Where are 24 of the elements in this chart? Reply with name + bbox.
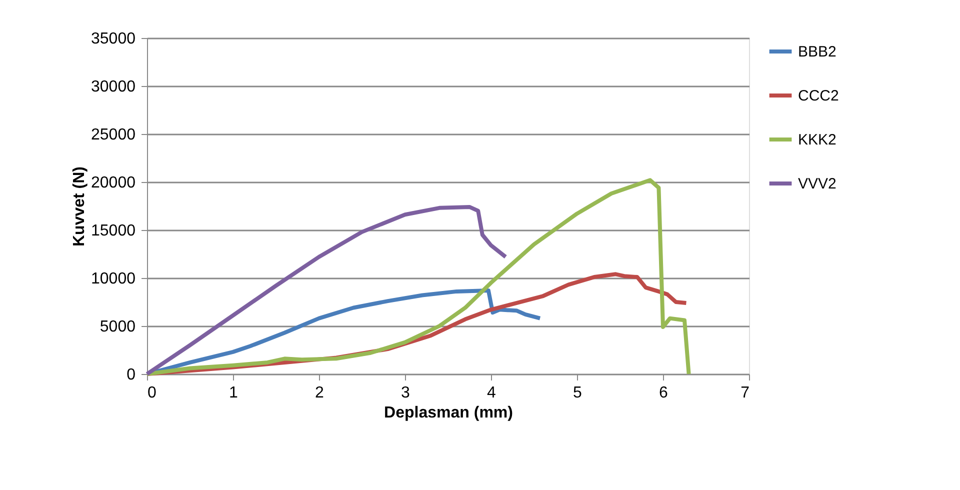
x-tick-label: 0: [148, 384, 156, 402]
y-tick-label: 5000: [100, 318, 136, 336]
x-tick-label: 5: [573, 384, 582, 402]
y-tick-label: 15000: [91, 222, 136, 240]
legend-label: KKK2: [798, 132, 836, 148]
y-tick-label: 0: [126, 366, 136, 384]
y-tick-label: 20000: [91, 174, 136, 192]
y-tick-label: 10000: [91, 270, 136, 288]
y-tick-label: 35000: [91, 30, 136, 48]
x-tick-label: 6: [659, 384, 668, 402]
y-axis-title: Kuvvet (N): [71, 166, 88, 247]
legend-label: CCC2: [798, 88, 839, 104]
line-series: [145, 204, 508, 376]
x-tick-label: 2: [315, 384, 324, 402]
x-axis-title: Deplasman (mm): [384, 404, 513, 422]
x-tick-label: 1: [229, 384, 238, 402]
x-tick-label: 7: [740, 384, 750, 402]
y-tick-label: 25000: [91, 126, 136, 144]
x-tick-label: 4: [487, 384, 496, 402]
x-tick-label: 3: [401, 384, 410, 402]
y-tick-label: 30000: [91, 78, 136, 96]
legend-label: VVV2: [798, 176, 836, 192]
legend-label: BBB2: [798, 44, 836, 60]
line-series: [145, 178, 691, 376]
